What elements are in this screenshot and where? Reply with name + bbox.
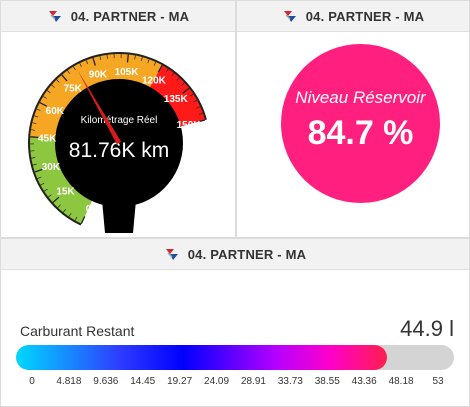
gauge-tick: [46, 90, 51, 94]
panel-header: 04. PARTNER - MA: [1, 1, 235, 32]
gauge-tick-label: 105K: [115, 67, 140, 78]
fuel-tick-label: 19.27: [167, 376, 193, 387]
gauge-tick: [99, 56, 102, 61]
gauge-tick: [165, 68, 169, 73]
panel-title: 04. PARTNER - MA: [305, 8, 425, 24]
gauge-tick: [40, 182, 45, 186]
gauge-tick: [51, 84, 55, 88]
gauge-tick-label: 45K: [38, 133, 57, 144]
gauge-tick: [30, 129, 36, 131]
fuel-tick-label: 53: [432, 376, 444, 387]
gauge-tick: [32, 122, 37, 124]
fuel-tick-label: 24.09: [204, 376, 230, 387]
gauge-tick: [196, 106, 201, 109]
gauge-tick-label: 15K: [56, 187, 75, 198]
gauge-tick: [85, 60, 89, 65]
gauge-tick-label: 150K: [177, 120, 202, 131]
panel-title: 04. PARTNER - MA: [70, 8, 190, 24]
tank-level-value: 84.7 %: [307, 114, 414, 152]
brand-logo-icon: [165, 249, 178, 260]
gauge-tick: [79, 62, 82, 67]
gauge-tick: [193, 99, 198, 103]
gauge-tick: [182, 87, 190, 94]
gauge-tick: [37, 176, 42, 179]
gauge-tick: [157, 64, 163, 73]
gauge-tick: [43, 188, 48, 192]
gauge-tick: [62, 209, 67, 213]
tank-level-circle: Niveau Réservoir 84.7 %: [281, 44, 440, 203]
gauge-tick-label: 135K: [164, 94, 189, 105]
fuel-tick-label: 4.818: [56, 376, 82, 387]
gauge-tick: [43, 96, 47, 99]
gauge-tick: [67, 70, 71, 74]
fuel-tick-label: 14.45: [130, 376, 156, 387]
gauge-tick: [61, 74, 68, 82]
fuel-tick-label: 48.18: [388, 376, 414, 387]
gauge-tick-label: 120K: [142, 76, 167, 87]
odometer-panel: 04. PARTNER - MA 0 15K 30K 45K 60K 75K 90K 105K…: [0, 0, 236, 238]
gauge-outer-ring: [28, 52, 207, 226]
gauge-tick: [36, 108, 41, 111]
fuel-remaining-panel: 04. PARTNER - MA: [0, 238, 470, 407]
gauge-tick: [34, 115, 39, 118]
gauge-tick: [30, 136, 39, 138]
gauge-tick: [140, 57, 143, 62]
fuel-label: Carburant Restant: [20, 323, 135, 339]
gauge-tick: [181, 82, 185, 86]
gauge-tick: [34, 168, 43, 173]
fuel-tick-label: 28.91: [240, 376, 266, 387]
gauge-tick: [176, 77, 180, 81]
gauge-label: Kilométrage Réel: [81, 115, 158, 126]
panel-header: 04. PARTNER - MA: [1, 239, 469, 270]
gauge-tick: [74, 216, 78, 221]
tank-level-label: Niveau Réservoir: [295, 88, 426, 107]
gauge-tick: [31, 157, 36, 159]
gauge-needle: [77, 69, 122, 145]
gauge-tick: [189, 93, 194, 97]
gauge-tick-label: 60K: [46, 106, 65, 117]
gauge-tick: [56, 79, 60, 83]
gauge-tick: [57, 204, 61, 208]
fuel-bar-track: [16, 345, 454, 370]
gauge-tick: [134, 55, 136, 60]
fuel-value: 44.9 l: [400, 316, 454, 341]
panel-title: 04. PARTNER - MA: [187, 246, 307, 262]
gauge-tick: [198, 112, 203, 115]
gauge-tick-label: 0: [86, 204, 92, 215]
fuel-tick-label: 33.73: [277, 376, 303, 387]
gauge-tick: [80, 216, 86, 224]
gauge-value: 81.76K km: [69, 139, 169, 162]
gauge-tick: [197, 119, 206, 123]
gauge-tick: [32, 163, 37, 166]
fuel-tick-label: 0: [29, 376, 35, 387]
gauge-tick-label: 75K: [64, 83, 83, 94]
panel-header: 04. PARTNER - MA: [237, 1, 469, 32]
brand-logo-icon: [283, 11, 296, 22]
gauge-tick: [48, 194, 52, 198]
gauge-minor-ticks: [30, 54, 206, 224]
gauge-tick-label: 90K: [89, 70, 108, 81]
gauge-tick: [73, 66, 76, 71]
gauge-tick-label: 30K: [42, 162, 61, 173]
gauge-tick: [153, 61, 157, 66]
gauge-tick: [92, 57, 96, 66]
fuel-scale-ticks: 0 4.818 9.636 14.45 19.27 24.09 28.91 33.73 38.5…: [16, 376, 454, 390]
gauge-tick: [126, 54, 129, 63]
gauge-tick: [106, 54, 108, 59]
gauge-needle-pointer: [77, 69, 122, 145]
gauge-tick: [171, 72, 175, 77]
brand-logo-icon: [48, 11, 61, 22]
gauge-tick: [68, 213, 72, 217]
fuel-tick-label: 9.636: [93, 376, 119, 387]
fuel-bar-fill: [16, 345, 388, 370]
gauge-tick: [147, 59, 150, 64]
fuel-tick-label: 38.55: [314, 376, 340, 387]
gauge-tick: [39, 102, 48, 107]
fuel-tick-label: 43.36: [351, 376, 377, 387]
gauge-tick: [52, 196, 60, 204]
